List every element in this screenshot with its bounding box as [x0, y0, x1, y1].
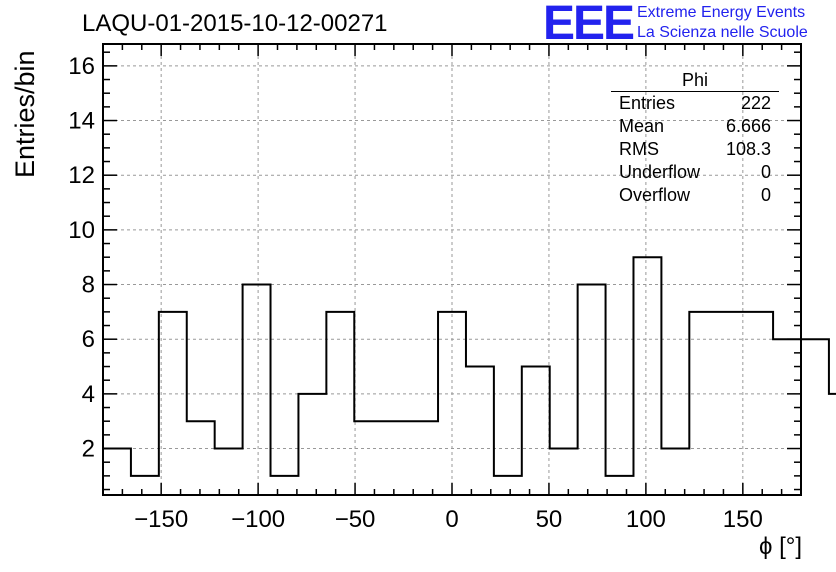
y-tick-label: 6	[82, 326, 95, 353]
x-tick-label: 50	[536, 506, 563, 533]
stats-value: 108.3	[725, 139, 771, 159]
stats-row-underflow: Underflow 0	[611, 161, 779, 184]
stats-row-mean: Mean 6.666	[611, 115, 779, 138]
x-tick-label: −100	[231, 506, 285, 533]
x-tick-label: 150	[723, 506, 763, 533]
logo-caption-line1: Extreme Energy Events	[637, 4, 806, 21]
y-tick-label: 4	[82, 381, 95, 408]
chart-title: LAQU-01-2015-10-12-00271	[82, 10, 388, 37]
y-tick-label: 12	[68, 162, 95, 189]
x-tick-label: −150	[134, 506, 188, 533]
y-tick-label: 14	[68, 108, 95, 135]
stats-label: Entries	[619, 93, 676, 113]
y-tick-label: 16	[68, 53, 95, 80]
y-tick-label: 2	[82, 436, 95, 463]
y-axis-label: Entries/bin	[10, 50, 40, 178]
x-axis-label: ϕ [°]	[758, 533, 802, 560]
stats-label: RMS	[619, 139, 659, 159]
stats-row-overflow: Overflow 0	[611, 184, 779, 207]
stats-label: Mean	[619, 116, 665, 136]
stats-box: Phi Entries 222 Mean 6.666 RMS 108.3 Underf…	[611, 69, 779, 207]
logo-caption-line2: La Scienza nelle Scuole	[637, 24, 808, 41]
stats-row-entries: Entries 222	[611, 92, 779, 115]
stats-box-title: Phi	[611, 69, 779, 92]
x-tick-label: 0	[445, 506, 458, 533]
stats-label: Overflow	[619, 185, 691, 205]
x-tick-label: −50	[335, 506, 376, 533]
logo-caption: Extreme Energy Events La Scienza nelle S…	[637, 3, 808, 43]
stats-row-rms: RMS 108.3	[611, 138, 779, 161]
stats-value: 0	[760, 185, 771, 205]
stats-label: Underflow	[619, 162, 701, 182]
eee-logo: EEE	[543, 0, 635, 50]
y-tick-label: 10	[68, 217, 95, 244]
stats-value: 222	[740, 93, 771, 113]
y-tick-label: 8	[82, 272, 95, 299]
histogram-line	[103, 256, 836, 477]
x-tick-label: 100	[626, 506, 666, 533]
stats-value: 0	[760, 162, 771, 182]
stats-value: 6.666	[725, 116, 771, 136]
